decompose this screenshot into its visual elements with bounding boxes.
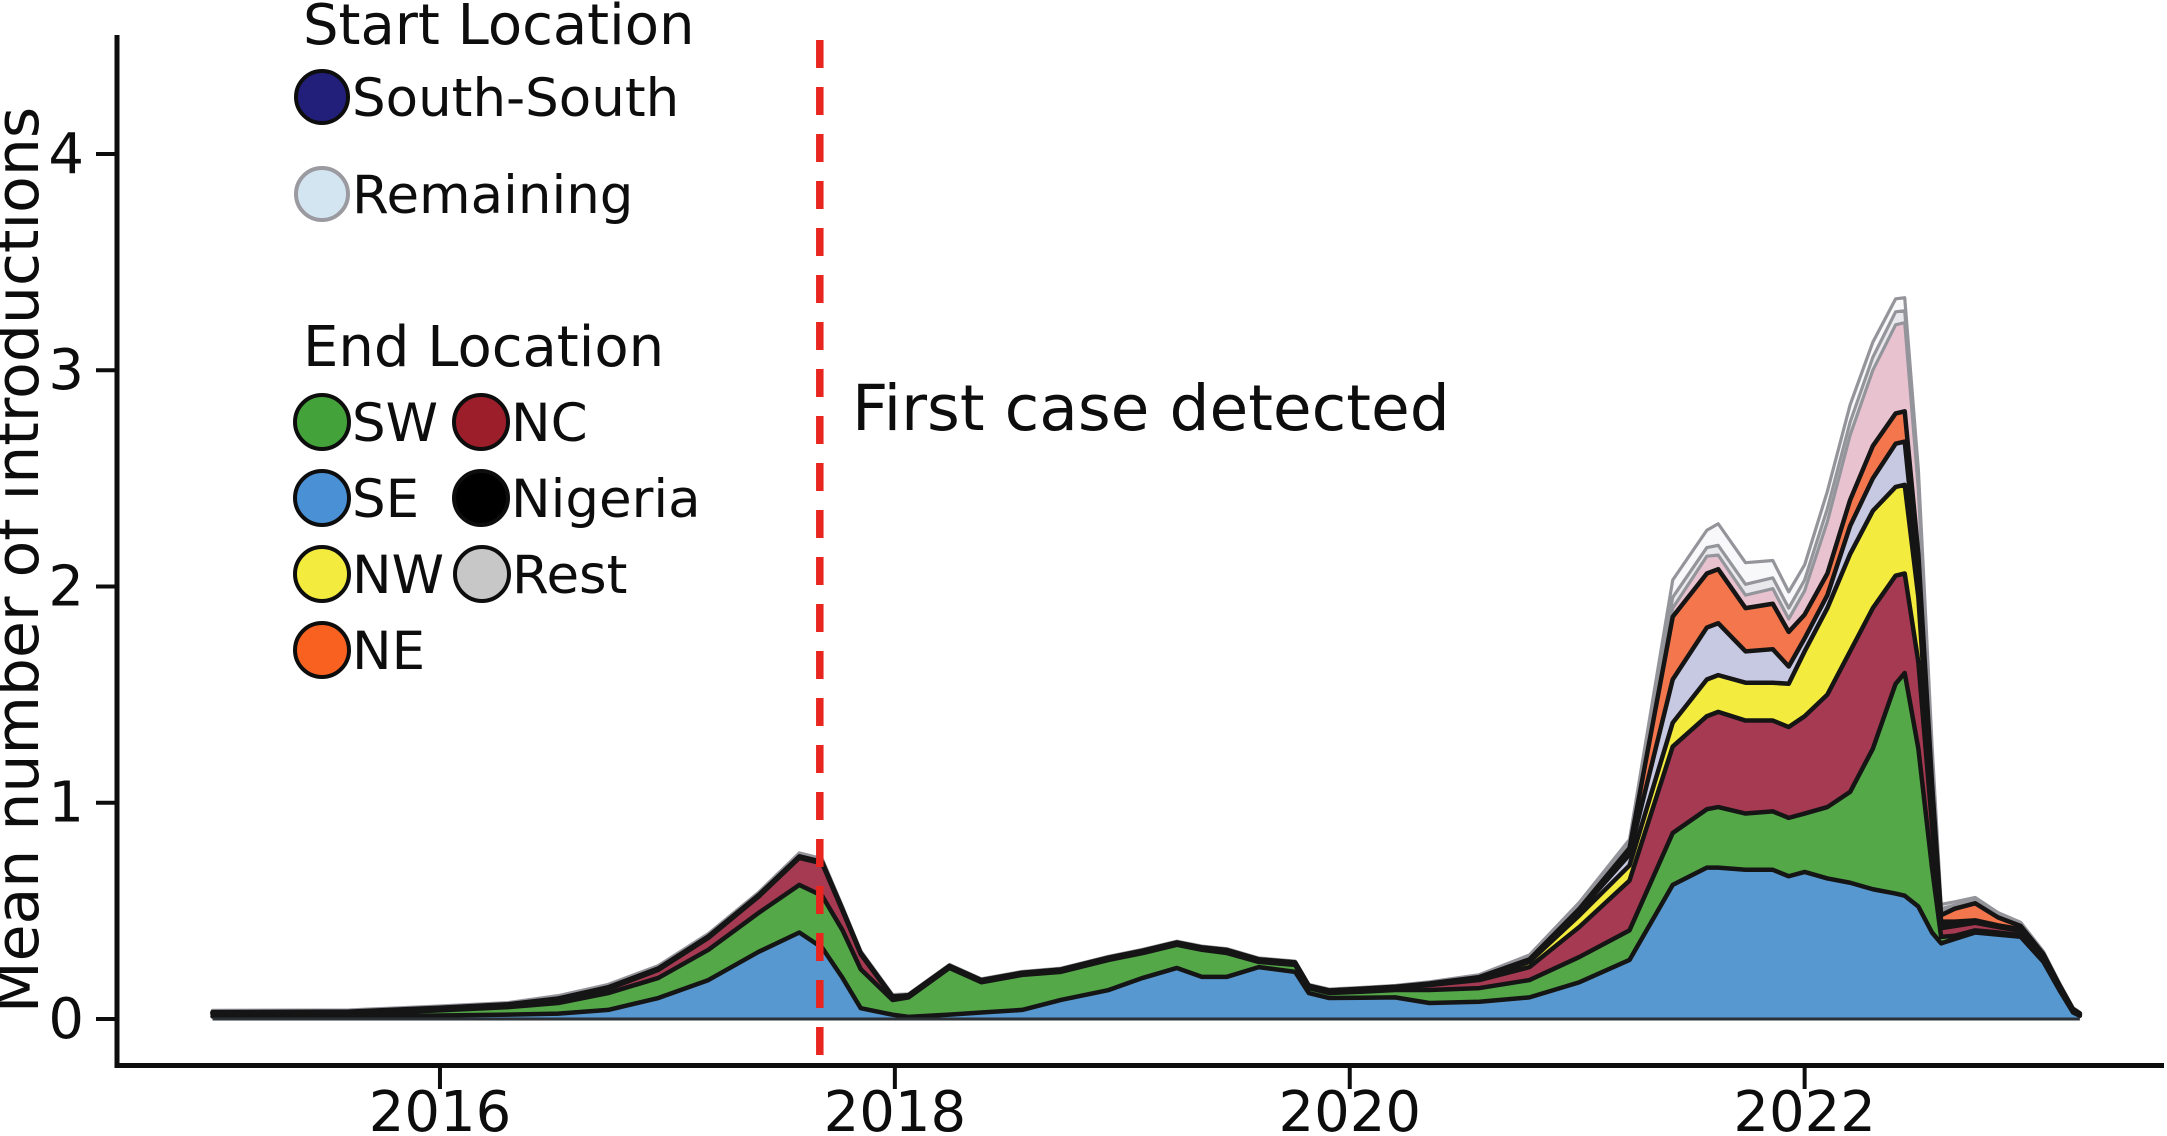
legend-label-sw: SW [352, 393, 438, 454]
legend-swatch-sw [293, 393, 351, 451]
legend-swatch-remaining-ring [294, 166, 350, 222]
x-axis-ticks: 2016 2018 2020 2022 [369, 1068, 1876, 1136]
legend-label-remaining: Remaining [352, 165, 633, 226]
x-tick-label-2022: 2022 [1733, 1080, 1876, 1136]
y-tick-label-1: 1 [48, 771, 84, 836]
legend-start-title: Start Location [303, 0, 694, 58]
legend-label-se: SE [352, 469, 419, 530]
y-tick-label-2: 2 [48, 554, 84, 619]
area-edge-sw--green- [210, 670, 2083, 1018]
legend-swatch-nw [293, 545, 351, 603]
legend-swatch-remaining [296, 168, 348, 220]
area-band-se--blue- [212, 867, 2080, 1019]
area-band-sw--green- [212, 672, 2080, 1017]
stacked-areas [210, 296, 2083, 1021]
y-axis-title: Mean number of introductions [0, 107, 53, 1013]
axes: 0 1 2 3 4 2016 2018 2020 2022 Mean number of in… [0, 35, 2164, 1136]
legend: Start Location South-South Remaining End… [293, 0, 701, 682]
legend-label-south-south: South-South [352, 68, 679, 129]
legend-swatch-se [293, 469, 351, 527]
legend-swatch-nigeria [452, 469, 510, 527]
legend-label-nc: NC [511, 393, 588, 454]
y-axis-ticks: 0 1 2 3 4 [48, 122, 117, 1052]
legend-end-title: End Location [303, 315, 664, 380]
area-edge-se--blue- [210, 865, 2083, 1020]
area-band-pale-pink [212, 322, 2080, 1014]
x-tick-label-2020: 2020 [1278, 1080, 1421, 1136]
legend-swatch-south-south-ring [294, 69, 350, 125]
legend-label-rest: Rest [512, 545, 627, 606]
legend-label-nw: NW [352, 545, 444, 606]
legend-label-nigeria: Nigeria [511, 469, 701, 530]
area-band-nc--dark-red- [212, 573, 2080, 1016]
x-tick-label-2018: 2018 [824, 1080, 967, 1136]
x-tick-label-2016: 2016 [369, 1080, 512, 1136]
legend-swatch-nc [452, 393, 510, 451]
legend-swatch-ne [293, 621, 351, 679]
legend-swatch-rest [453, 545, 511, 603]
y-tick-label-3: 3 [48, 338, 84, 403]
y-tick-label-4: 4 [48, 122, 84, 187]
legend-swatch-south-south [296, 71, 348, 123]
annotation-first-case: First case detected [852, 372, 1450, 445]
legend-label-ne: NE [352, 621, 425, 682]
area-edge-nc--dark-red- [210, 571, 2083, 1017]
y-tick-label-0: 0 [48, 987, 84, 1052]
